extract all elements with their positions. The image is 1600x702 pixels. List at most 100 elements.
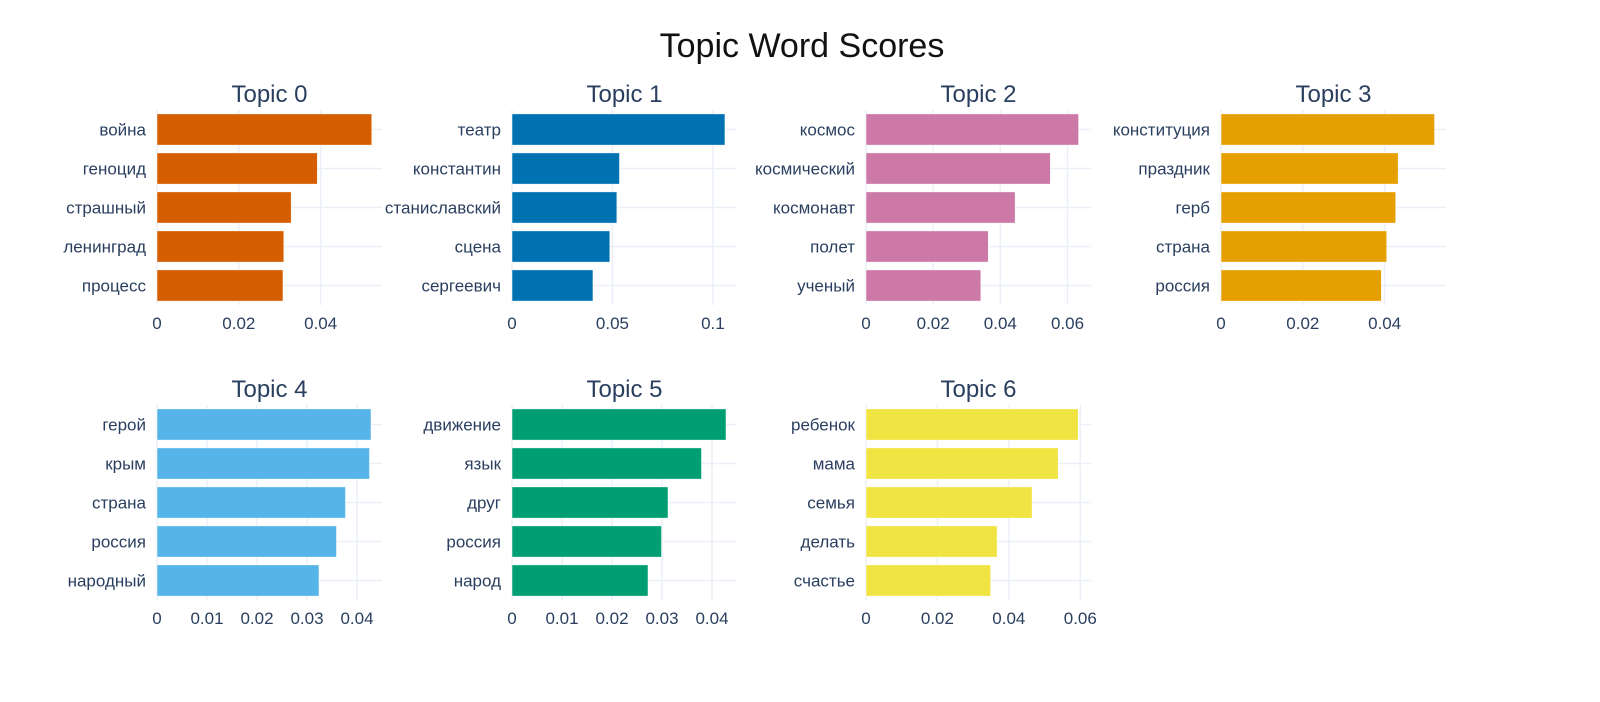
bar[interactable] [511,152,620,185]
x-tick-label: 0 [507,609,516,628]
subplot-title: Topic 5 [586,376,662,403]
bar[interactable] [1220,269,1382,302]
bar[interactable] [865,230,989,263]
x-tick-label: 0.03 [645,609,678,628]
bar[interactable] [156,447,370,480]
bar[interactable] [156,152,318,185]
category-label: космонавт [773,199,855,218]
bar[interactable] [865,447,1059,480]
category-label: театр [458,121,501,140]
bar[interactable] [511,408,727,441]
category-label: народный [68,572,146,591]
subplot-topic-2: Topic 2 космос космический космонавт полет уч… [755,81,1091,333]
bar[interactable] [511,525,662,558]
bar[interactable] [865,408,1079,441]
bar[interactable] [1220,191,1396,224]
bar[interactable] [156,230,285,263]
x-tick-label: 0.04 [695,609,728,628]
category-label: константин [413,160,501,179]
subplot-topic-3: Topic 3 конституция праздник герб страна росс… [1113,81,1446,333]
bar[interactable] [511,486,669,519]
bar[interactable] [156,191,292,224]
bar[interactable] [156,269,284,302]
x-tick-label: 0.02 [240,609,273,628]
x-tick-label: 0.04 [984,314,1017,333]
category-label: ребенок [791,416,856,435]
x-tick-label: 0.01 [545,609,578,628]
category-label: полет [810,238,855,257]
bar[interactable] [865,152,1051,185]
category-label: процесс [82,277,147,296]
subplot-title: Topic 3 [1295,81,1371,108]
category-label: праздник [1138,160,1210,179]
subplot-title: Topic 4 [231,376,307,403]
category-label: сцена [455,238,502,257]
subplot-title: Topic 1 [586,81,662,108]
category-label: сергеевич [421,277,501,296]
subplot-topic-6: Topic 6 ребенок мама семья делать счастье 0 0.0… [791,376,1097,628]
x-tick-label: 0 [152,314,161,333]
category-label: движение [423,416,501,435]
bar[interactable] [511,230,611,263]
bar[interactable] [156,113,373,146]
bar[interactable] [156,486,346,519]
category-label: страна [92,494,147,513]
category-label: геноцид [83,160,146,179]
x-tick-label: 0.01 [190,609,223,628]
x-tick-label: 0.02 [595,609,628,628]
category-label: космос [800,121,856,140]
category-label: друг [467,494,501,513]
x-tick-label: 0 [507,314,516,333]
bar[interactable] [156,564,320,597]
bar[interactable] [511,191,618,224]
category-label: конституция [1113,121,1210,140]
x-tick-label: 0.05 [596,314,629,333]
x-tick-label: 0.1 [701,314,725,333]
x-tick-label: 0.02 [917,314,950,333]
bar[interactable] [865,564,991,597]
category-label: станиславский [385,199,501,218]
x-tick-label: 0.02 [222,314,255,333]
bar[interactable] [865,269,982,302]
bar[interactable] [865,525,998,558]
category-label: мама [813,455,856,474]
category-label: страна [1156,238,1211,257]
x-tick-label: 0.06 [1051,314,1084,333]
subplot-title: Topic 6 [940,376,1016,403]
bar[interactable] [156,408,372,441]
subplots-group: Topic 0 война геноцид страшный ленинград проц… [63,81,1446,628]
category-label: война [99,121,146,140]
x-tick-label: 0.04 [992,609,1025,628]
subplot-topic-4: Topic 4 герой крым страна россия народный 0 0.0… [68,376,382,628]
category-label: ученый [797,277,855,296]
category-label: счастье [794,572,855,591]
category-label: народ [454,572,501,591]
chart-title: Topic Word Scores [660,27,945,65]
x-tick-label: 0.04 [304,314,337,333]
category-label: россия [446,533,501,552]
category-label: крым [105,455,146,474]
x-tick-label: 0.02 [921,609,954,628]
subplot-topic-0: Topic 0 война геноцид страшный ленинград проц… [63,81,382,333]
bar[interactable] [1220,152,1399,185]
category-label: язык [464,455,501,474]
x-tick-label: 0 [861,609,870,628]
category-label: россия [91,533,146,552]
bar[interactable] [511,113,726,146]
bar[interactable] [511,564,649,597]
x-tick-label: 0.04 [340,609,373,628]
bar[interactable] [865,191,1016,224]
subplot-topic-5: Topic 5 движение язык друг россия народ 0 0.01 0… [423,376,737,628]
subplot-topic-1: Topic 1 театр константин станиславский сцена… [385,81,737,333]
bar[interactable] [511,269,594,302]
category-label: герой [102,416,146,435]
bar[interactable] [511,447,702,480]
category-label: страшный [66,199,146,218]
bar[interactable] [1220,230,1387,263]
bar[interactable] [865,113,1079,146]
bar[interactable] [865,486,1033,519]
bar[interactable] [156,525,337,558]
bar[interactable] [1220,113,1435,146]
